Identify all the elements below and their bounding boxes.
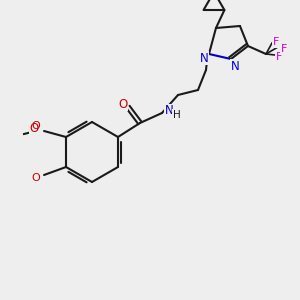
Text: O: O [118,98,127,110]
Text: N: N [165,104,174,118]
Text: O: O [29,122,39,134]
Text: F: F [276,52,282,62]
Text: O: O [32,121,40,131]
Text: N: N [231,59,239,73]
Text: O: O [32,173,40,183]
Text: F: F [281,44,287,54]
Text: F: F [273,37,279,47]
Text: N: N [200,52,208,64]
Text: H: H [173,110,181,120]
